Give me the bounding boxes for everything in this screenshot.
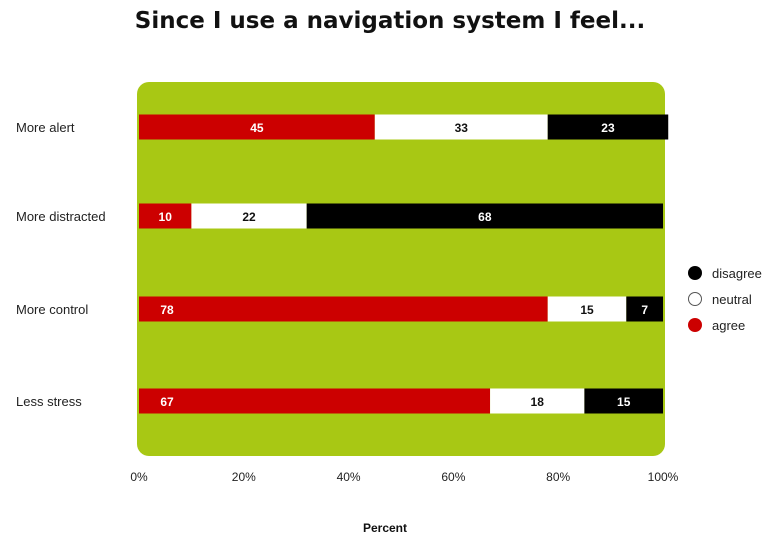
data-label: 15 xyxy=(580,303,594,317)
x-tick-label: 40% xyxy=(337,470,361,484)
data-label: 33 xyxy=(455,121,469,135)
chart-legend: disagree neutral agree xyxy=(688,260,780,338)
x-axis-label: Percent xyxy=(362,521,408,535)
legend-label: disagree xyxy=(712,265,762,281)
legend-item-agree: agree xyxy=(688,312,780,338)
x-tick-label: 100% xyxy=(648,470,679,484)
data-label: 15 xyxy=(617,395,631,409)
data-label: 10 xyxy=(159,210,173,224)
data-label: 18 xyxy=(531,395,545,409)
plot-background xyxy=(137,82,665,456)
bar-segment-neutral xyxy=(547,296,627,322)
x-tick-label: 0% xyxy=(130,470,148,484)
bar-segment-neutral xyxy=(374,114,548,140)
bar-segment-neutral xyxy=(191,203,307,229)
bar-segment-neutral xyxy=(490,388,585,414)
bar-segment-disagree xyxy=(626,296,663,322)
legend-swatch xyxy=(688,292,702,306)
legend-label: neutral xyxy=(712,291,752,307)
data-label: 7 xyxy=(641,303,648,317)
category-label: More alert xyxy=(16,120,75,135)
x-tick-label: 60% xyxy=(441,470,465,484)
category-label: More control xyxy=(16,302,88,317)
legend-item-neutral: neutral xyxy=(688,286,780,312)
legend-swatch xyxy=(688,318,702,332)
bar-segment-agree xyxy=(139,388,491,414)
chart-title: Since I use a navigation system I feel..… xyxy=(134,8,646,34)
data-label: 23 xyxy=(601,121,615,135)
category-label: Less stress xyxy=(16,394,82,409)
bar-segment-agree xyxy=(139,114,375,140)
x-tick-label: 20% xyxy=(232,470,256,484)
x-tick-label: 80% xyxy=(546,470,570,484)
data-label: 68 xyxy=(478,210,492,224)
data-label: 22 xyxy=(242,210,256,224)
bar-segment-disagree xyxy=(547,114,669,140)
data-label: 78 xyxy=(160,303,174,317)
legend-label: agree xyxy=(712,317,746,333)
legend-item-disagree: disagree xyxy=(688,260,780,286)
bar-segment-agree xyxy=(139,296,548,322)
bar-segment-disagree xyxy=(584,388,663,414)
bar-segment-disagree xyxy=(306,203,663,229)
data-label: 45 xyxy=(250,121,264,135)
legend-swatch xyxy=(688,266,702,280)
data-label: 67 xyxy=(160,395,174,409)
bar-segment-agree xyxy=(139,203,192,229)
category-label: More distracted xyxy=(16,209,106,224)
